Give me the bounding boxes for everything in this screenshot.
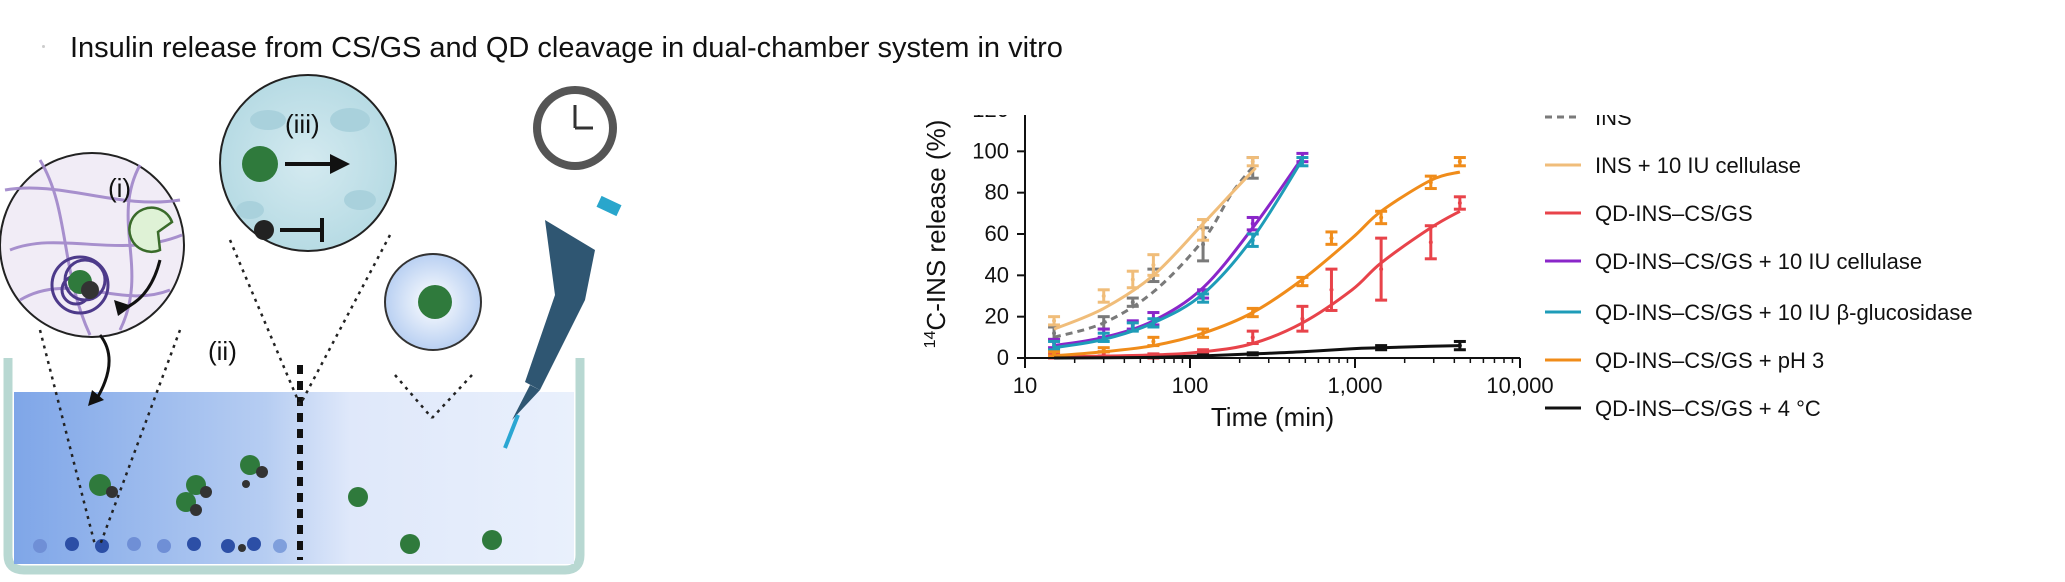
label-ii: (ii) [208,336,237,366]
series-1 [1048,156,1259,331]
series-1-point [1250,159,1255,164]
legend-label: QD-INS–CS/GS + 4 °C [1595,396,1821,421]
enzyme-icon [128,206,174,253]
y-tick-label: 0 [997,345,1009,370]
clock-icon [533,86,617,170]
series-2-point [1379,267,1384,272]
series-5-point [1300,279,1305,284]
plot-area [1048,151,1466,360]
y-tick-label: 60 [985,221,1009,246]
release-chart: 0 20 40 60 80 100 120 10 100 1,000 10,000 Time (min… [921,115,1973,432]
series-5-point [1457,159,1462,164]
x-tick-label: 1,000 [1327,373,1382,398]
series-0-point [1130,300,1135,305]
y-axis-title: 14C-INS release (%) [921,120,951,349]
y-tick-label: 80 [985,180,1009,205]
inset-circle-i: (i) [0,152,185,406]
y-tick-label: 120 [972,115,1009,122]
series-4-point [1250,238,1255,243]
figure-title: Insulin release from CS/GS and QD cleava… [70,32,1063,64]
series-4-point [1101,335,1106,340]
y-tick-label: 100 [972,138,1009,163]
pipette-icon [503,195,622,449]
x-axis-title: Time (min) [1211,402,1334,432]
series-4-point [1300,159,1305,164]
label-i: (i) [108,173,131,203]
inset-circle-iii: (iii) [219,74,397,252]
legend-item-4: QD-INS–CS/GS + 10 IU β-glucosidase [1545,300,1973,325]
series-5-point [1101,347,1106,352]
bead-row [33,537,287,553]
legend: INS INS + 10 IU cellulase QD-INS–CS/GS QD-I… [1545,115,1973,421]
legend-label: QD-INS–CS/GS [1595,201,1753,226]
legend-label: QD-INS–CS/GS + 10 IU β-glucosidase [1595,300,1973,325]
legend-item-6: QD-INS–CS/GS + 4 °C [1545,396,1821,421]
legend-label: INS [1595,115,1632,130]
legend-item-1: INS + 10 IU cellulase [1545,153,1801,178]
dual-chamber-illustration: (i) (ii) (iii) [0,74,622,575]
axes: 0 20 40 60 80 100 120 10 100 1,000 10,000 Time (min… [921,115,1554,432]
series-4-fit-line [1053,158,1304,350]
legend-label: INS + 10 IU cellulase [1595,153,1801,178]
series-1-point [1151,263,1156,267]
legend-item-0: INS [1545,115,1632,130]
legend-item-5: QD-INS–CS/GS + pH 3 [1545,348,1824,373]
x-tick-label: 100 [1172,373,1209,398]
series-6-point [1379,345,1384,350]
y-tick-label: 20 [985,304,1009,329]
series-4 [1048,156,1309,352]
series-5-point [1428,180,1433,185]
series-5-point [1201,331,1206,336]
series-5-point [1329,236,1334,241]
series-5-fit-line [1053,170,1461,358]
x-tick-label: 10,000 [1486,373,1553,398]
series-6-point [1457,343,1462,348]
series-4-point [1151,320,1156,325]
legend-item-2: QD-INS–CS/GS [1545,201,1753,226]
series-5-point [1052,351,1057,356]
series-3-point [1250,221,1255,226]
series-1-point [1101,294,1106,298]
y-tick-label: 40 [985,262,1009,287]
legend-label: QD-INS–CS/GS + pH 3 [1595,348,1824,373]
series-1-fit-line [1053,166,1257,331]
series-0-point [1101,320,1106,325]
series-0-point [1052,331,1057,336]
legend-label: QD-INS–CS/GS + 10 IU cellulase [1595,249,1922,274]
series-4-point [1130,325,1135,329]
series-0-point [1201,242,1206,247]
series-1-point [1052,318,1057,323]
series-5-point [1379,215,1384,220]
series-2-point [1428,240,1433,245]
series-1-point [1201,227,1206,232]
x-tick-label: 10 [1013,373,1037,398]
series-6-point [1201,353,1206,358]
inset-circle-small [384,253,482,351]
series-2-point [1300,316,1305,321]
series-1-point [1130,277,1135,282]
series-2-point [1201,349,1206,354]
series-5 [1048,156,1466,358]
legend-item-3: QD-INS–CS/GS + 10 IU cellulase [1545,249,1922,274]
dual-chamber-icon [3,358,585,575]
series-2-point [1457,201,1462,205]
series-5-point [1250,310,1255,315]
title-marker [42,45,45,48]
series-4-point [1052,343,1057,348]
series-6-point [1250,351,1255,356]
series-4-point [1201,296,1206,301]
series-2-point [1329,287,1334,292]
quantum-dot-icon [106,466,268,552]
series-2-point [1250,335,1255,340]
series-5-point [1151,339,1156,344]
label-iii: (iii) [285,109,320,139]
